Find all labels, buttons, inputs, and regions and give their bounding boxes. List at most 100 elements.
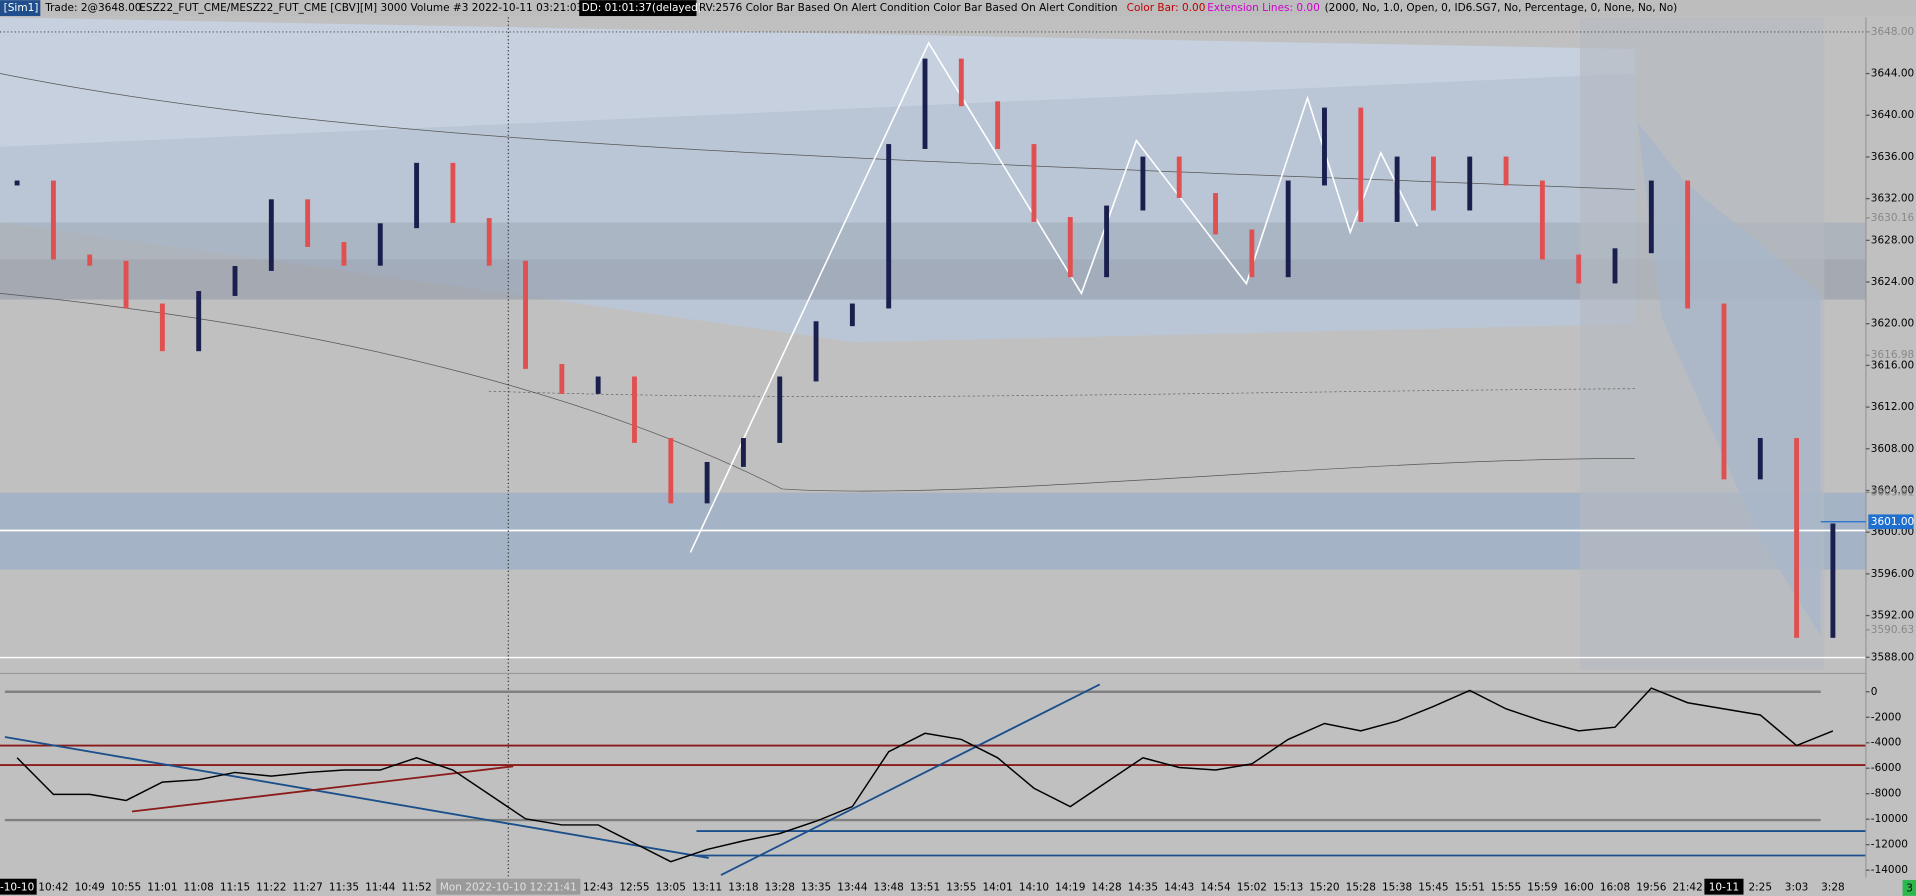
price-bar [777, 376, 783, 443]
x-tick-label: 14:28 [1091, 881, 1121, 893]
y-tick-label: 3644.00 [1871, 68, 1914, 80]
y-tick-label: 0 [1871, 686, 1878, 698]
extension-lines: Extension Lines: 0.00 [1207, 2, 1320, 14]
x-tick-label: 15:59 [1527, 881, 1557, 893]
x-tick-label: 13:44 [837, 881, 868, 893]
x-tick-label: -10-10 [0, 881, 34, 893]
price-bar [1794, 438, 1800, 638]
y-tick-label: 3632.00 [1871, 193, 1914, 205]
price-bar [87, 254, 93, 266]
delta-line [16, 687, 1834, 863]
price-bar [632, 376, 637, 443]
price-bar [1249, 229, 1255, 278]
price-bar [1430, 156, 1436, 211]
delay-box [579, 0, 697, 17]
x-tick-label: 11:44 [365, 881, 396, 893]
average-line [488, 388, 1635, 397]
price-bar [1721, 303, 1727, 480]
price-bar [486, 218, 492, 266]
badge-box [1902, 879, 1916, 896]
x-tick-label: 14:43 [1164, 881, 1194, 893]
price-bar [1539, 180, 1545, 260]
y-tick-label: 3612.00 [1871, 401, 1914, 413]
y-tick-label: 3616.00 [1871, 359, 1914, 371]
price-bar [813, 321, 819, 382]
price-bar [668, 438, 674, 504]
trend-line [720, 683, 1101, 876]
average-line [0, 293, 1635, 492]
x-tick-label: 14:54 [1200, 881, 1231, 893]
price-bar [1830, 523, 1836, 638]
delay: DD: 01:01:37(delayed) [582, 2, 702, 14]
x-tick-label: 2:25 [1748, 881, 1772, 893]
x-tick-label: 11:08 [184, 881, 214, 893]
price-bar [740, 438, 746, 467]
x-tick-label: 15:20 [1309, 881, 1339, 893]
x-tick-label: 15:55 [1491, 881, 1521, 893]
price-level-label: 3590.63 [1871, 624, 1914, 636]
trade: Trade: 2@3648.00 [44, 2, 141, 14]
x-tick-label: 13:05 [656, 881, 686, 893]
color-bar: Color Bar: 0.00 [1127, 2, 1206, 14]
current-price-label: 3601.00 [1871, 516, 1914, 528]
x-tick-label: 3:03 [1785, 881, 1809, 893]
value-area-top [0, 17, 1635, 147]
x-tick-label: 10:49 [75, 881, 105, 893]
x-tick-label: 11:01 [147, 881, 177, 893]
x-tick-label: 11:15 [220, 881, 250, 893]
price-level-label: 3630.16 [1871, 212, 1915, 224]
x-tick-label: 10-11 [1709, 881, 1740, 893]
price-pane-decor [0, 17, 1866, 878]
price-bar [1358, 107, 1364, 222]
date-box [1704, 878, 1744, 895]
marks: 3588.00 3592.00 3596.00 3600.00 3604.00 3608.… [0, 26, 1915, 895]
x-tick-label: 10:55 [111, 881, 141, 893]
price-bar [559, 364, 565, 394]
price-bar [704, 461, 710, 504]
price-level-label: 3616.98 [1871, 349, 1914, 361]
x-tick-label: 13:28 [765, 881, 795, 893]
price-bar [1467, 156, 1473, 211]
x-tick-label: 19:56 [1636, 881, 1667, 893]
x-tick-label: 14:01 [983, 881, 1013, 893]
corner-badge: 3 [1906, 883, 1913, 895]
study: RV:2576 Color Bar Based On Alert Conditi… [699, 2, 1118, 14]
price-bar [268, 199, 274, 271]
y-tick-label: 3588.00 [1871, 651, 1914, 663]
price-bar [958, 58, 964, 107]
x-tick-label: 16:00 [1564, 881, 1594, 893]
y-tick-label: -8000 [1871, 788, 1902, 800]
price-bar [523, 260, 528, 369]
price-bar [14, 180, 20, 186]
average-line [0, 73, 1635, 190]
y-tick-label: 3624.00 [1871, 276, 1914, 288]
price-bar [922, 58, 928, 149]
price-bar [232, 266, 238, 296]
projection-zone [1637, 122, 1821, 636]
price-bar [123, 260, 129, 309]
x-tick-label: 15:02 [1237, 881, 1267, 893]
current-price-box [1868, 514, 1914, 530]
account-box [0, 0, 41, 17]
price-bar [196, 291, 202, 352]
y-tick-label: 3604.00 [1871, 484, 1914, 496]
price-bar [1031, 144, 1037, 222]
price-bar [1176, 156, 1182, 198]
x-tick-label: 13:55 [946, 881, 976, 893]
price-bar [450, 162, 456, 223]
price-bar [995, 101, 1001, 149]
zone-band [0, 222, 1866, 260]
price-bar [414, 162, 420, 229]
x-tick-label: 14:10 [1019, 881, 1049, 893]
price-bar [50, 180, 56, 260]
y-tick-label: 3636.00 [1871, 151, 1914, 163]
y-tick-label: -10000 [1871, 813, 1908, 825]
x-tick-label: 16:08 [1600, 881, 1630, 893]
x-tick-label: 13:51 [910, 881, 940, 893]
x-tick-label: 10:42 [38, 881, 68, 893]
x-tick-label: 14:35 [1128, 881, 1158, 893]
header-bar [0, 0, 1916, 17]
